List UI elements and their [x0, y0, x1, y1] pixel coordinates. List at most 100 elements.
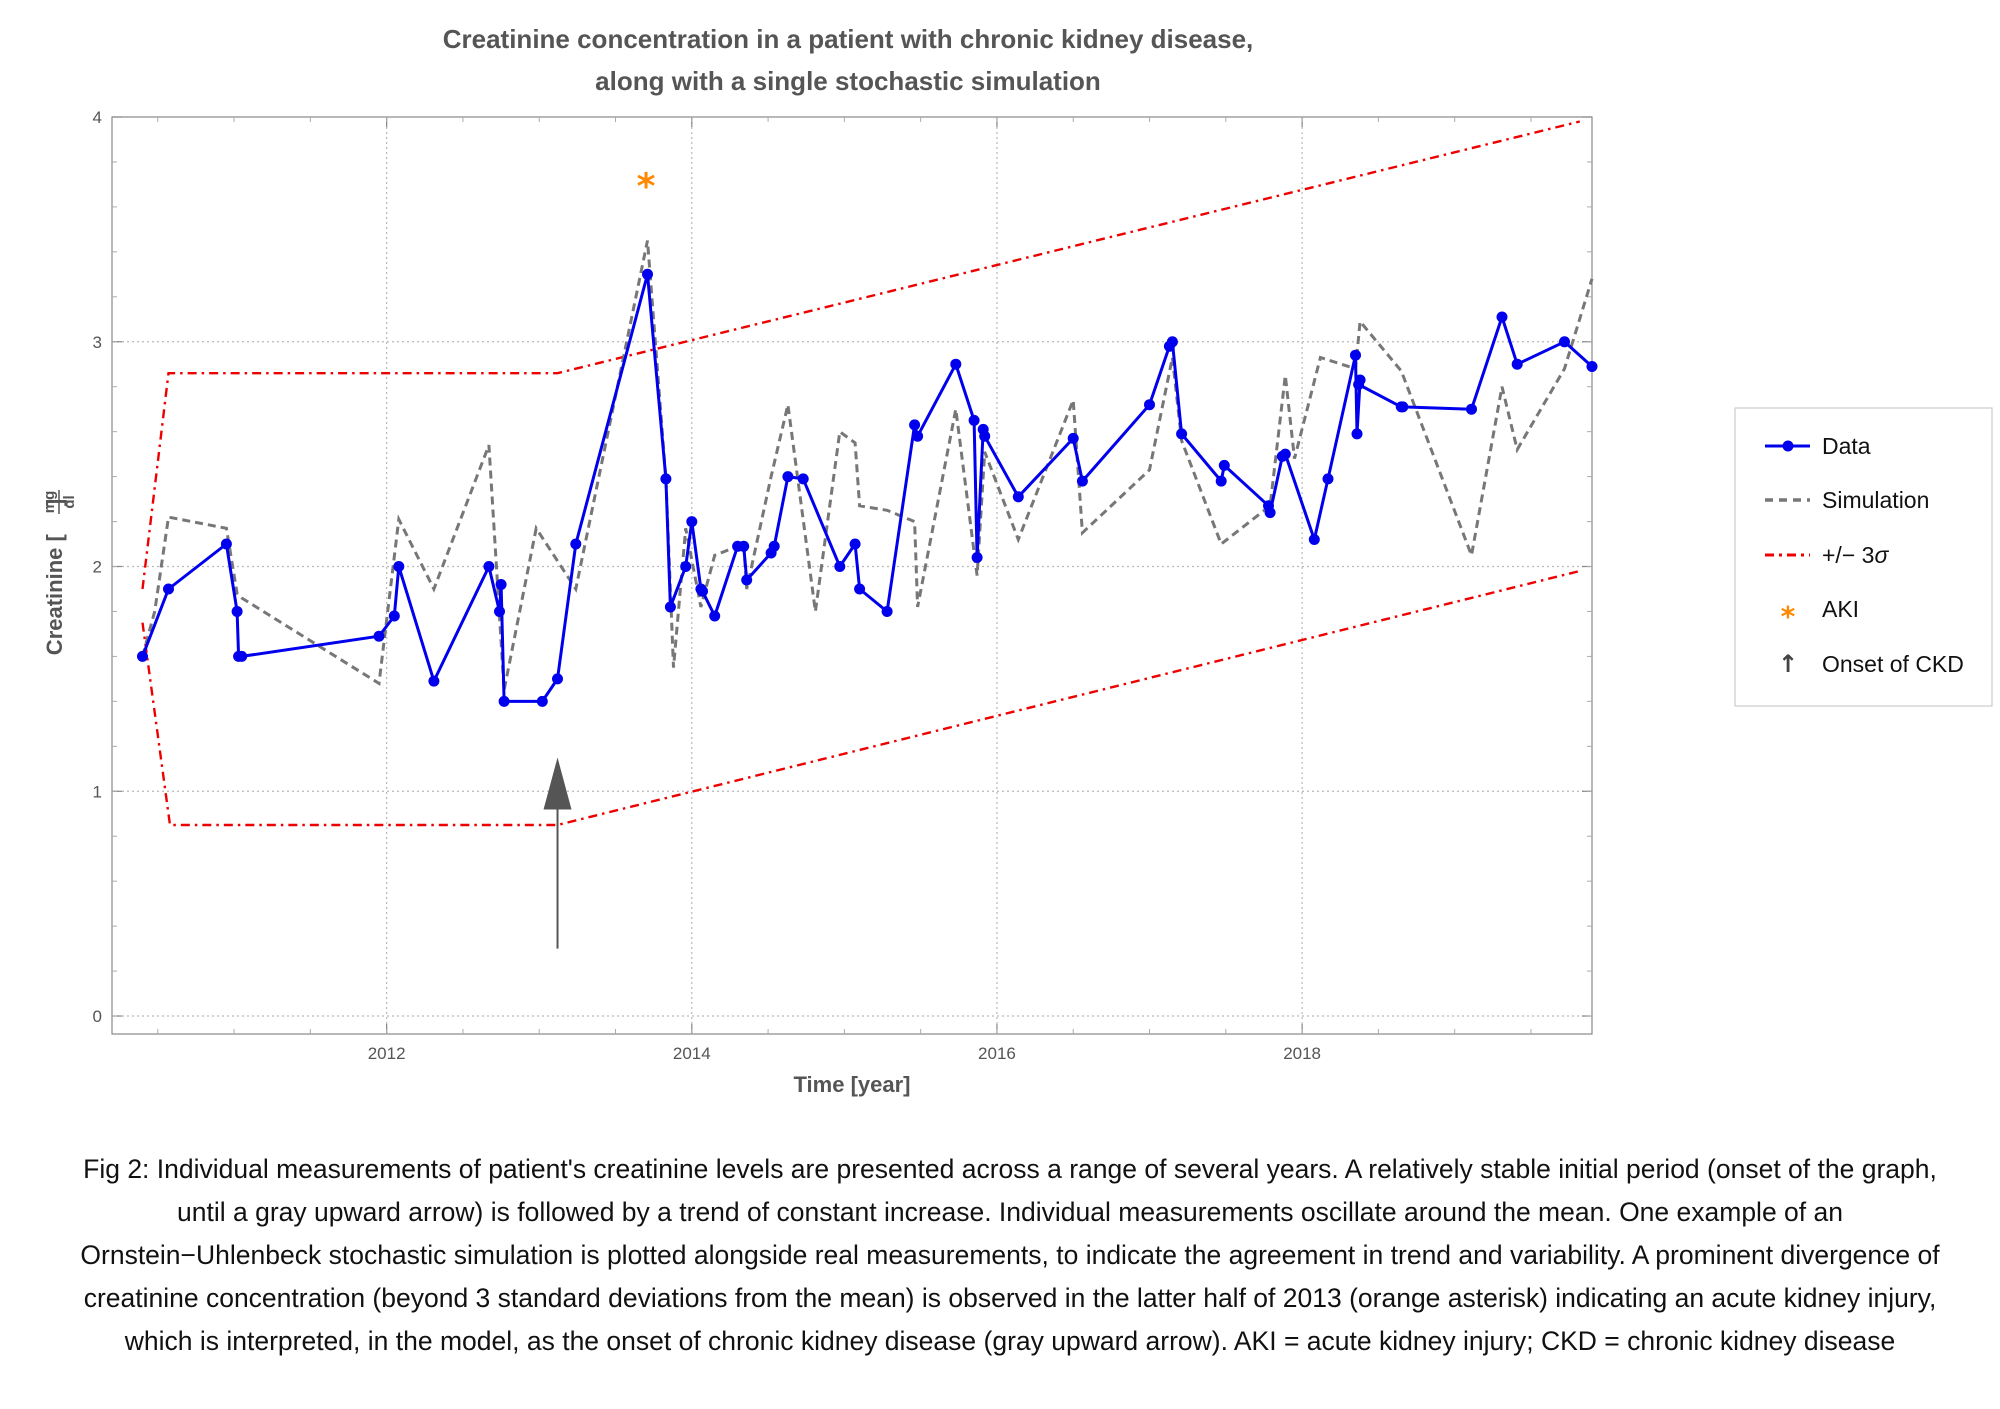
data-point	[570, 538, 582, 550]
svg-text:Creatinine []: Creatinine []	[42, 499, 67, 655]
legend-item-simulation: Simulation	[1765, 487, 1929, 513]
data-point	[664, 601, 676, 613]
data-point	[834, 561, 846, 572]
legend-swatch-data-marker	[1782, 440, 1794, 452]
legend-label-data: Data	[1822, 433, 1871, 459]
x-tick-label: 2012	[368, 1044, 406, 1063]
y-tick-label: 0	[93, 1007, 102, 1026]
data-point	[768, 540, 780, 552]
data-point	[1397, 401, 1409, 413]
data-series	[137, 268, 1598, 707]
data-point	[536, 695, 548, 707]
chart-title: Creatinine concentration in a patient wi…	[443, 24, 1254, 54]
legend-label-aki: AKI	[1822, 596, 1859, 622]
legend-label-sigma-symbol: σ	[1874, 542, 1889, 568]
data-point	[1076, 475, 1088, 487]
data-point	[950, 358, 962, 370]
grid-lines	[112, 117, 1592, 1034]
data-point	[909, 419, 921, 431]
data-point	[968, 414, 980, 426]
data-point	[1215, 475, 1227, 487]
legend-item-aki: * AKI	[1781, 596, 1859, 633]
y-axis-label: Creatinine [] mg dl	[41, 490, 78, 655]
legend-item-ckd: ↑ Onset of CKD	[1778, 650, 1964, 678]
y-axis-label-bracket-close: ]	[42, 499, 67, 506]
ckd-onset-arrow-head	[543, 757, 572, 810]
sigma-band	[141, 120, 1581, 827]
data-point	[428, 675, 440, 687]
legend-label-simulation: Simulation	[1822, 487, 1929, 513]
y-tick-label: 4	[93, 108, 102, 127]
figure-caption: Fig 2: Individual measurements of patien…	[80, 1154, 1940, 1356]
data-point	[1166, 336, 1178, 348]
data-point	[1466, 403, 1477, 415]
creatinine-chart: Creatinine concentration in a patient wi…	[41, 24, 1993, 1097]
y-axis-label-bracket-open: [	[42, 533, 67, 547]
data-point	[1176, 428, 1188, 440]
svg-text:+/− 3σ: +/− 3σ	[1822, 542, 1889, 568]
aki-marker: *	[637, 166, 656, 207]
data-point	[738, 540, 750, 552]
data-point	[498, 695, 510, 707]
data-point	[912, 430, 924, 442]
y-tick-label: 3	[93, 333, 102, 352]
data-point	[1351, 428, 1363, 440]
data-point	[1322, 473, 1334, 485]
data-point	[552, 673, 563, 685]
data-point	[1353, 379, 1365, 390]
data-point	[373, 630, 385, 642]
legend-item-sigma: +/− 3σ	[1765, 542, 1889, 568]
data-point	[1012, 491, 1024, 503]
legend-swatch-aki: *	[1781, 600, 1796, 633]
data-point	[495, 579, 507, 590]
y-tick-label: 2	[93, 558, 102, 577]
data-point	[1496, 311, 1508, 323]
data-point	[697, 585, 708, 597]
data-point	[741, 574, 753, 586]
x-tick-label: 2014	[673, 1044, 711, 1063]
data-point	[709, 610, 721, 622]
data-point	[1308, 534, 1320, 545]
y-axis-unit-numerator: mg	[41, 491, 58, 514]
legend-label-sigma: +/− 3	[1822, 542, 1874, 568]
data-point	[483, 561, 495, 572]
y-axis-unit-denominator: dl	[61, 495, 78, 508]
data-point	[163, 583, 174, 595]
data-point	[660, 473, 672, 485]
data-point	[1218, 459, 1230, 471]
data-point	[494, 606, 505, 617]
legend-item-data: Data	[1765, 433, 1871, 459]
data-point	[1279, 448, 1291, 460]
y-axis-label-main: Creatinine	[42, 548, 67, 656]
sigma-upper-line	[141, 120, 1581, 590]
data-point	[849, 538, 861, 550]
simulation-series	[141, 240, 1594, 691]
data-point	[782, 471, 794, 483]
x-axis-label: Time [year]	[794, 1072, 911, 1097]
x-tick-label: 2016	[978, 1044, 1016, 1063]
simulation-line	[141, 240, 1594, 691]
data-point	[1144, 399, 1155, 411]
annotations: *	[543, 166, 656, 949]
legend-swatch-ckd: ↑	[1778, 650, 1798, 678]
data-point	[686, 516, 698, 528]
data-point	[236, 650, 248, 662]
data-point	[1586, 361, 1598, 372]
legend-box	[1734, 407, 1993, 707]
data-point	[971, 552, 983, 563]
legend: Data Simulation +/− 3σ * AKI ↑ Onset of …	[1734, 407, 1993, 707]
data-point	[1350, 349, 1361, 361]
data-point	[1511, 358, 1523, 370]
x-tick-label: 2018	[1283, 1044, 1321, 1063]
data-point	[881, 606, 893, 617]
axis-ticks: 2012 2014 2016 2018 0 1 2 3 4	[93, 108, 1592, 1063]
data-point	[797, 473, 809, 485]
y-tick-label: 1	[93, 782, 102, 801]
plot-frame	[111, 116, 1593, 1035]
data-point	[680, 561, 692, 572]
legend-label-ckd: Onset of CKD	[1822, 651, 1964, 677]
data-point	[393, 561, 405, 572]
data-point	[388, 610, 400, 622]
data-point	[220, 538, 232, 550]
data-point	[137, 650, 148, 662]
